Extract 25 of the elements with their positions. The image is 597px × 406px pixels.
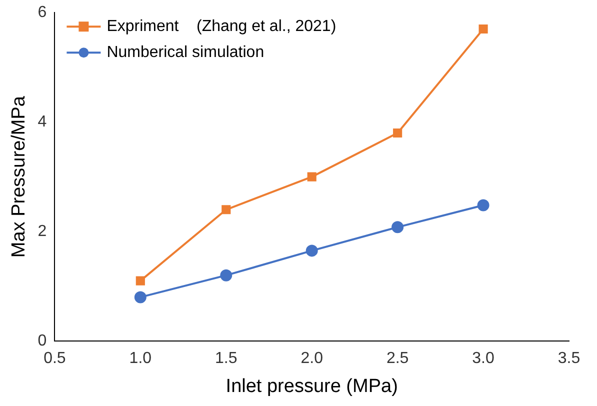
point	[392, 221, 404, 234]
point	[220, 269, 232, 282]
x-tick-label: 0.5	[44, 350, 66, 368]
point	[478, 24, 488, 34]
x-tick-label: 2.5	[386, 350, 409, 368]
y-tick-label: 0	[38, 332, 47, 350]
y-tick-label: 2	[38, 222, 47, 240]
legend-label: Numberical simulation	[106, 44, 264, 62]
x-tick-label: 2.0	[300, 350, 324, 368]
x-axis-title: Inlet pressure (MPa)	[226, 376, 398, 397]
point	[477, 199, 490, 212]
point	[134, 291, 146, 304]
point	[307, 172, 316, 182]
point	[306, 244, 318, 257]
x-tick-label: 1.0	[129, 350, 152, 368]
y-axis-title: Max Pressure/MPa	[8, 96, 30, 258]
legend-label: Expriment (Zhang et al., 2021)	[106, 18, 336, 36]
y-tick-label: 6	[38, 4, 47, 22]
point	[222, 205, 231, 214]
x-tick-label: 3.5	[558, 350, 580, 368]
point	[136, 276, 145, 286]
x-tick-label: 1.5	[215, 350, 238, 368]
point	[393, 128, 402, 138]
y-tick-label: 4	[38, 113, 47, 130]
x-tick-label: 3.0	[472, 350, 494, 368]
